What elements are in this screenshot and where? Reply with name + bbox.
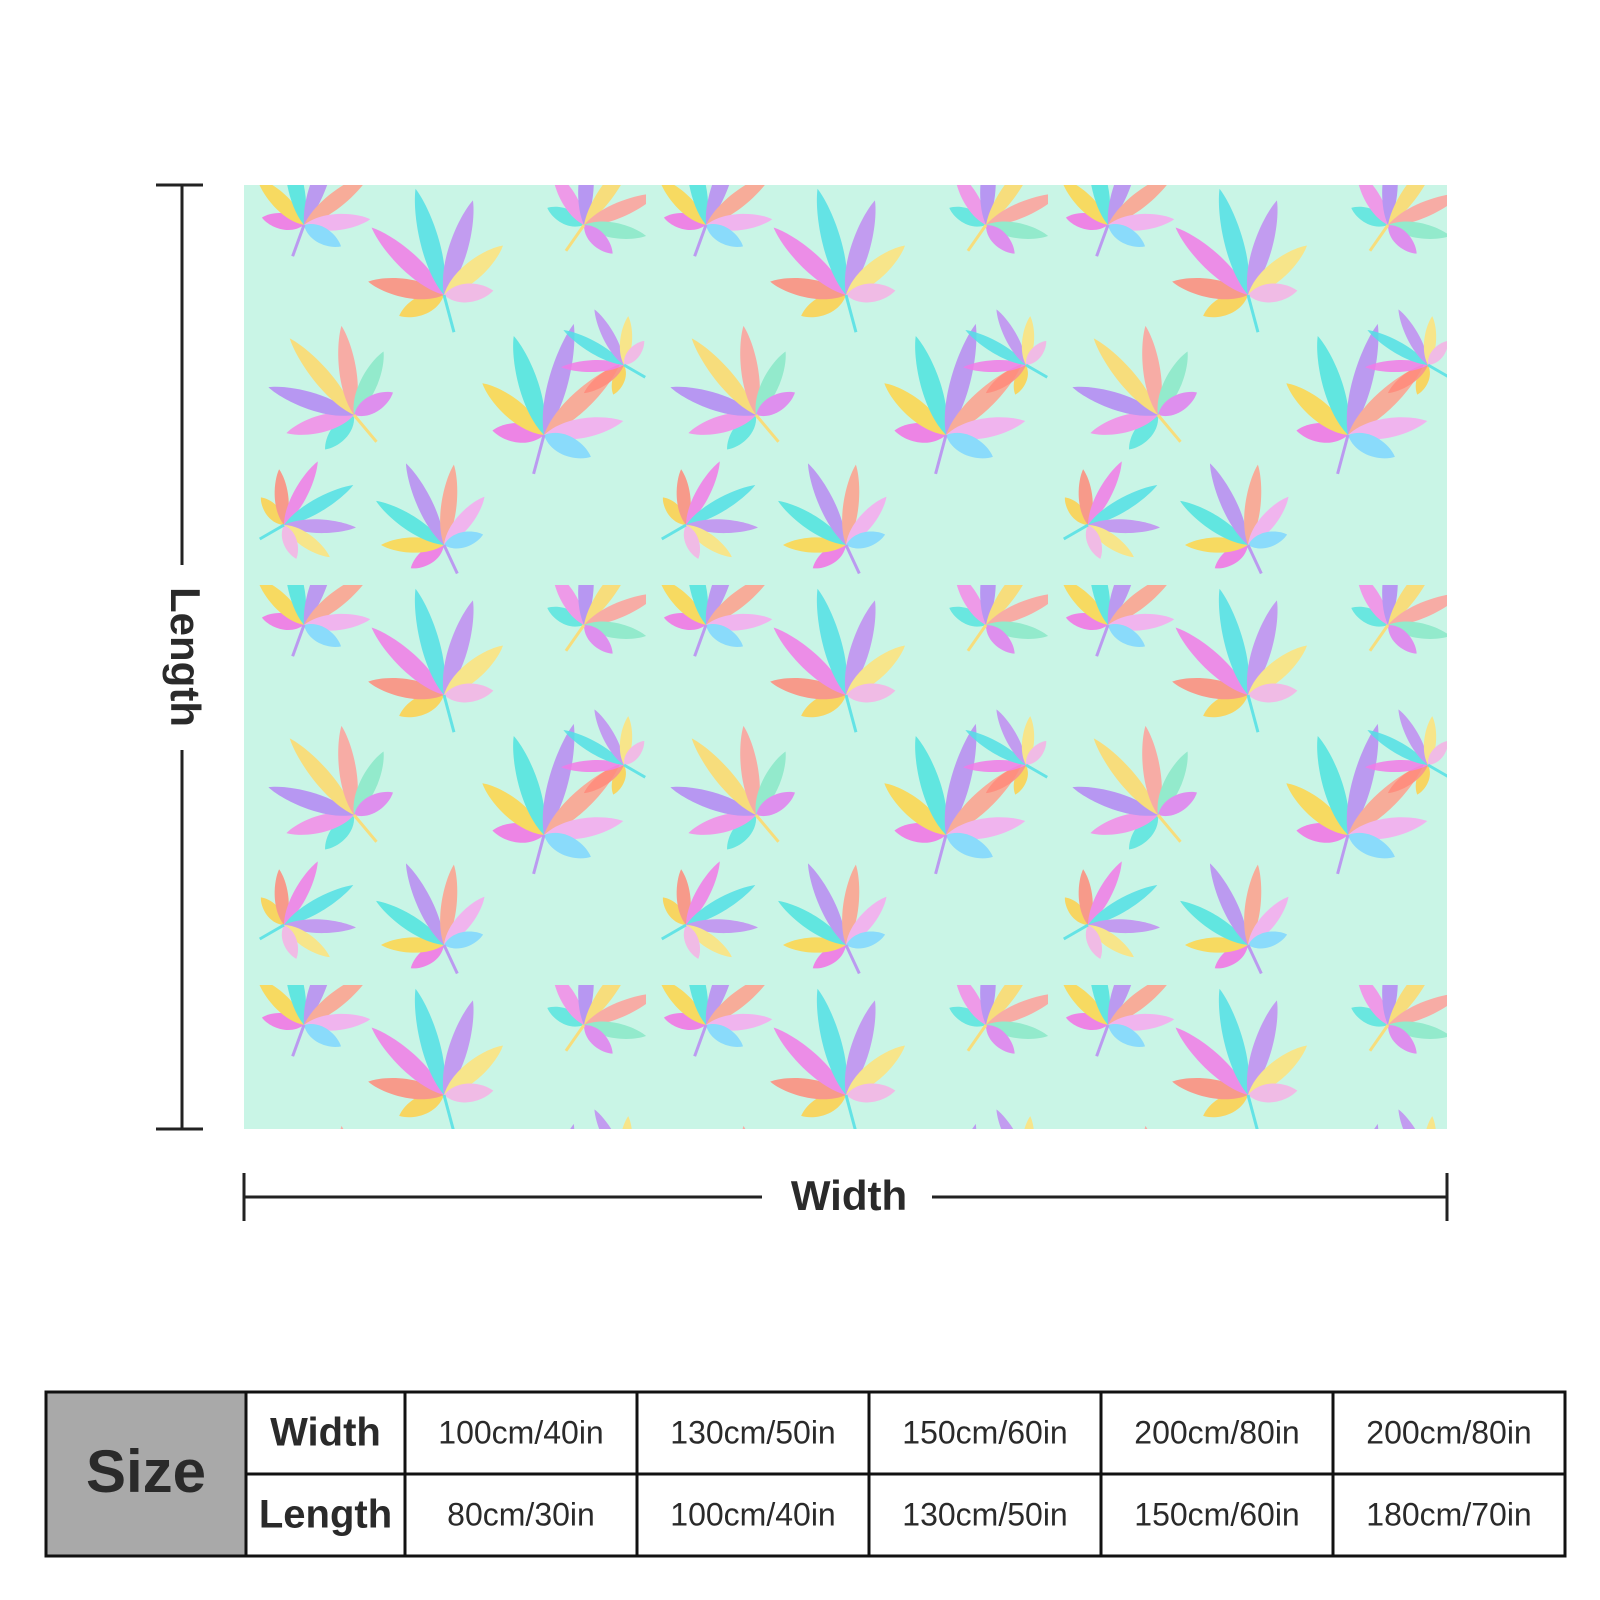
row-label: Length — [259, 1493, 392, 1537]
size-table: Size Width 100cm/40in 130cm/50in 150cm/60in 2… — [44, 1390, 1567, 1558]
size-cell: 200cm/80in — [1134, 1414, 1299, 1450]
length-dimension — [156, 183, 203, 1131]
blanket — [244, 185, 1447, 1129]
length-label: Length — [162, 587, 209, 727]
size-cell: 100cm/40in — [670, 1496, 835, 1532]
blanket-pattern — [244, 185, 1447, 1129]
size-cell: 150cm/60in — [902, 1414, 1067, 1450]
width-label: Width — [791, 1172, 907, 1219]
size-cell: 180cm/70in — [1366, 1496, 1531, 1532]
size-cell: 80cm/30in — [447, 1496, 595, 1532]
size-header: Size — [86, 1438, 206, 1505]
size-cell: 150cm/60in — [1134, 1496, 1299, 1532]
size-cell: 130cm/50in — [902, 1496, 1067, 1532]
size-header-cell — [46, 1392, 246, 1556]
size-cell: 130cm/50in — [670, 1414, 835, 1450]
row-label: Width — [270, 1411, 381, 1455]
size-cell: 200cm/80in — [1366, 1414, 1531, 1450]
size-cell: 100cm/40in — [438, 1414, 603, 1450]
width-dimension — [242, 1173, 1449, 1221]
